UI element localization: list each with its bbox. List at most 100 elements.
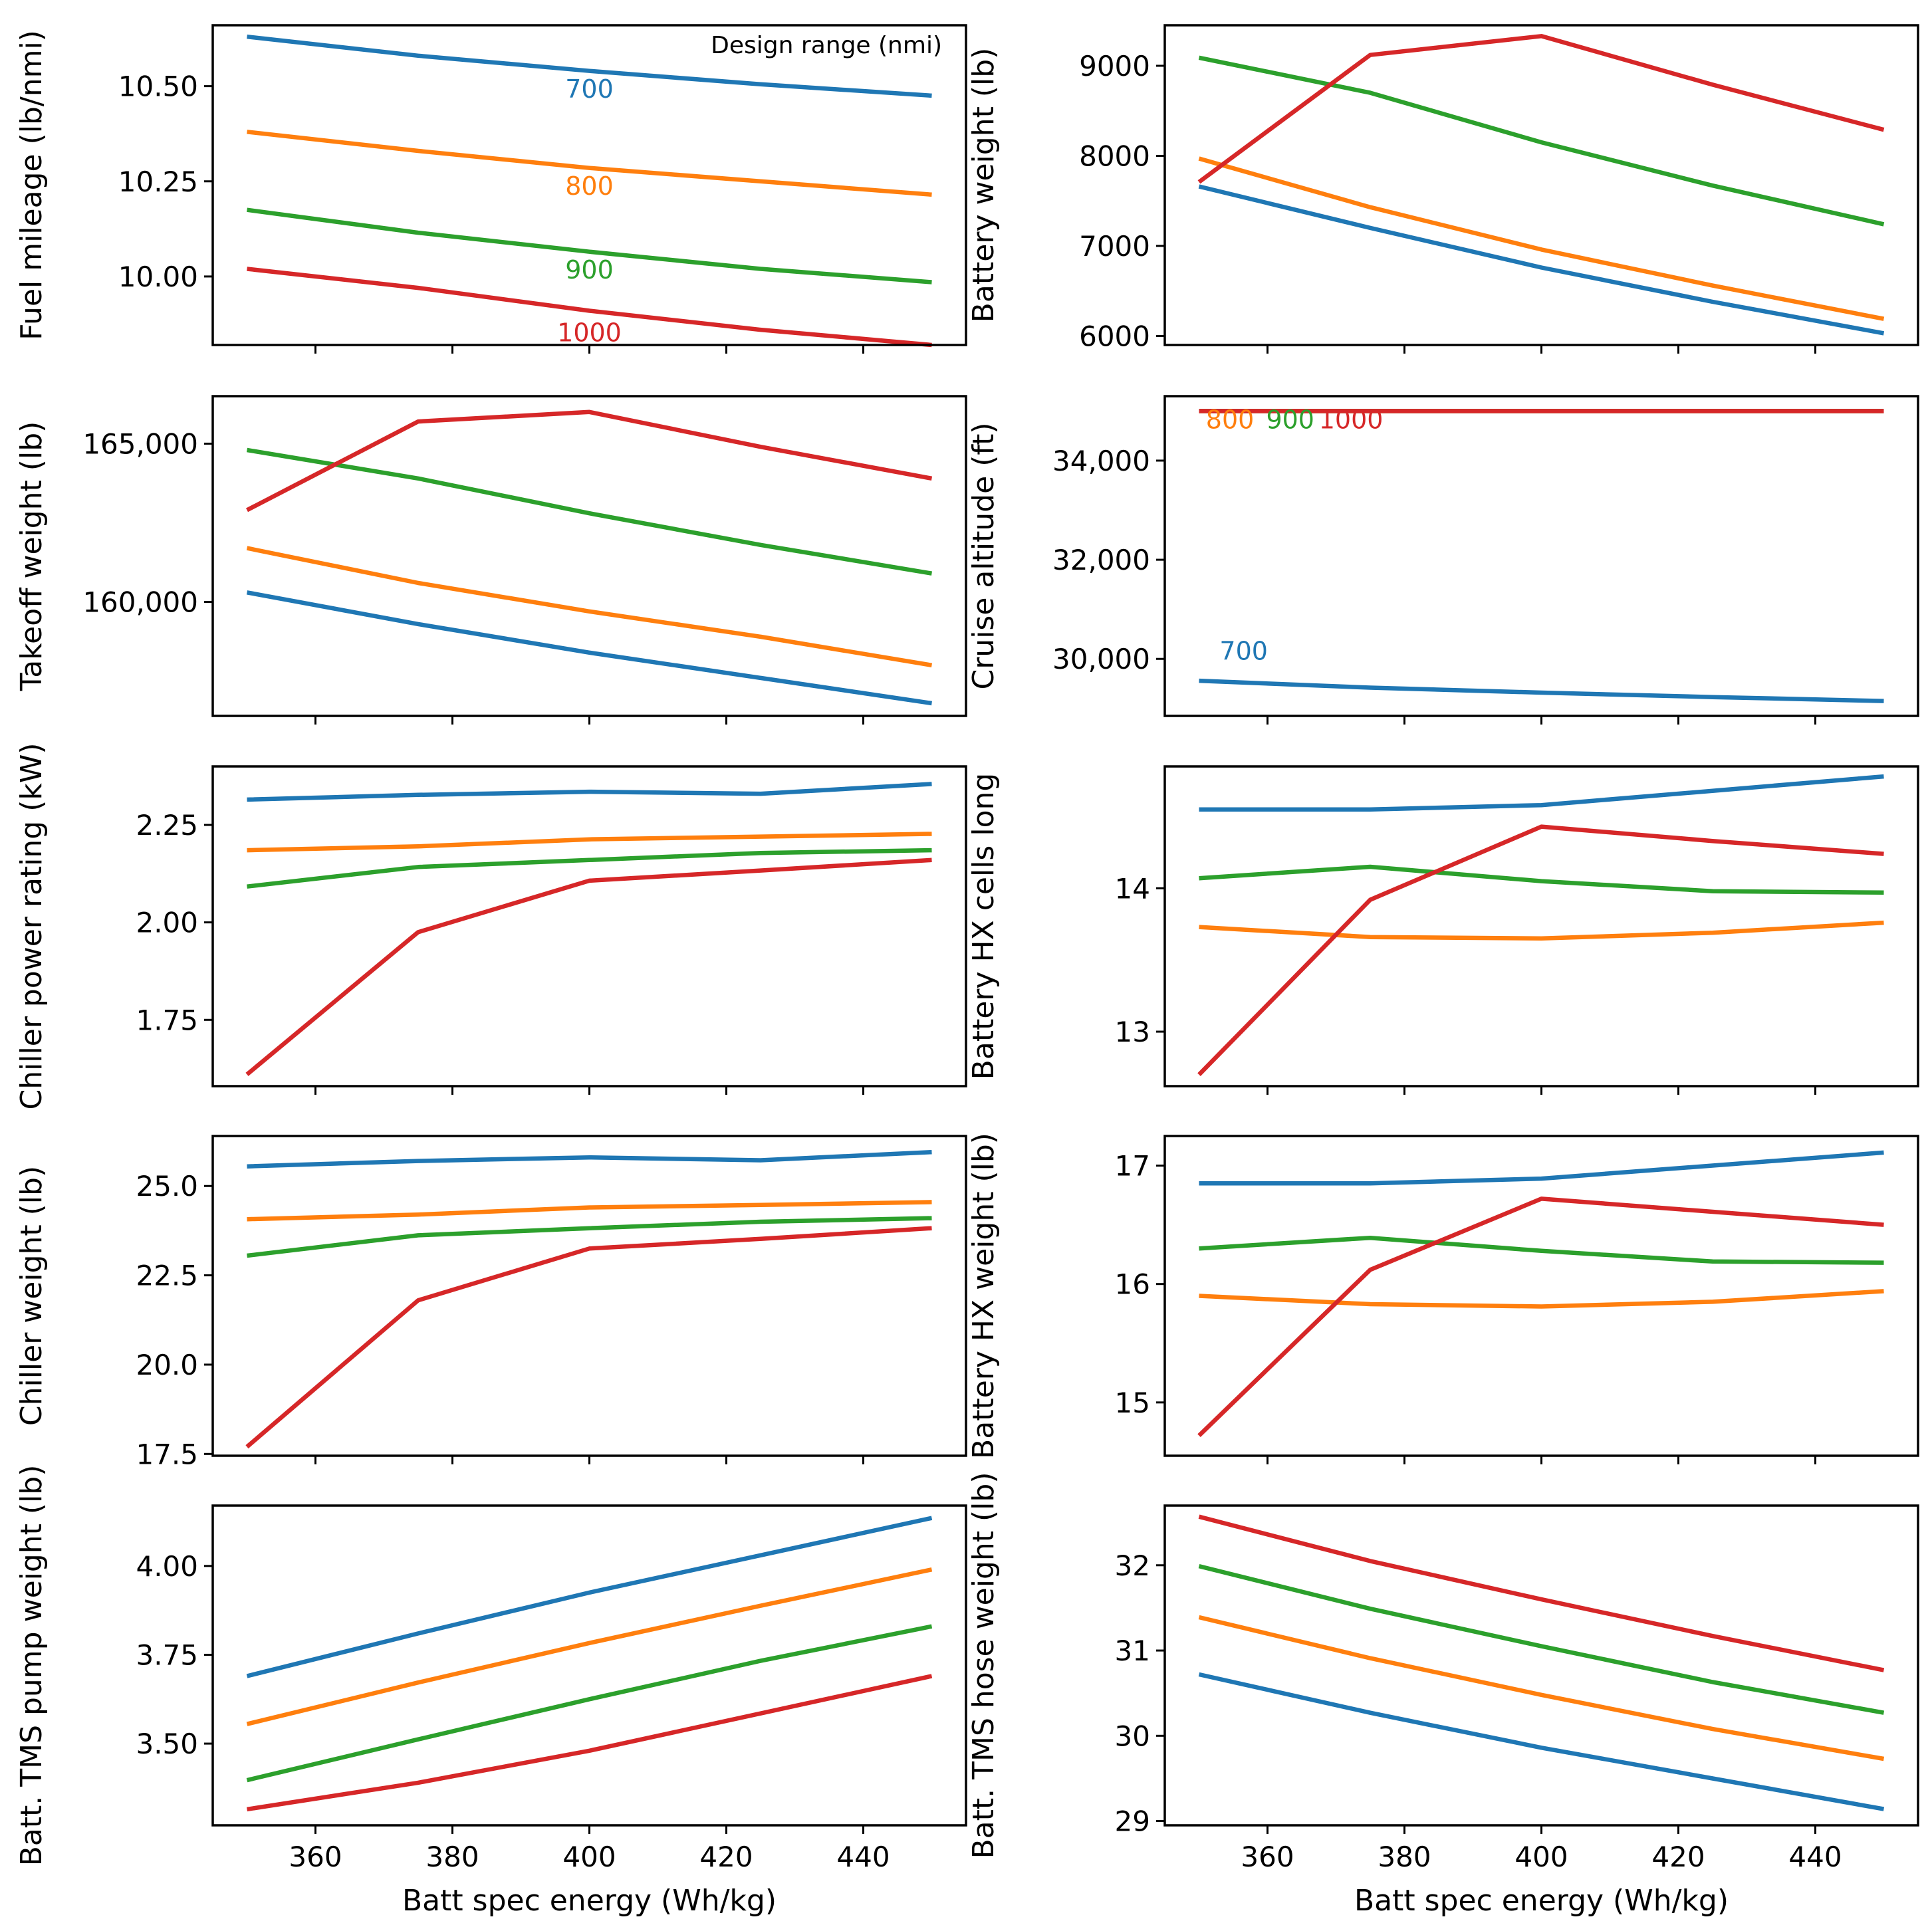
series-line-800 bbox=[247, 1200, 932, 1222]
y-tick-label: 32 bbox=[1115, 1549, 1150, 1582]
y-axis-label: Battery weight (lb) bbox=[967, 48, 1001, 323]
y-tick-label: 16 bbox=[1115, 1268, 1150, 1301]
y-tick-label: 29 bbox=[1115, 1805, 1150, 1838]
y-tick-label: 10.50 bbox=[118, 70, 198, 103]
series-annotation-800: 800 bbox=[565, 171, 614, 201]
panel-batt-tms-hose-weight: 360 380 400 420 440 29 30 31 32 Batt. TMS hose we… bbox=[967, 1472, 1919, 1918]
y-axis-label: Chiller power rating (kW) bbox=[15, 742, 49, 1109]
x-tick-label: 440 bbox=[836, 1841, 890, 1873]
series-line-900 bbox=[247, 848, 932, 889]
y-tick-label: 10.25 bbox=[118, 166, 198, 198]
x-tick-label: 400 bbox=[1514, 1841, 1568, 1873]
y-tick-label: 2.00 bbox=[136, 907, 198, 939]
series-annotation-1000: 1000 bbox=[557, 318, 622, 347]
y-tick-label: 30 bbox=[1115, 1720, 1150, 1752]
series-line-700 bbox=[247, 34, 932, 98]
panel-battery-weight: 6000 7000 8000 9000 Battery weight (lb) bbox=[967, 24, 1919, 354]
series-line-900 bbox=[1199, 864, 1884, 895]
y-tick-label: 14 bbox=[1115, 872, 1150, 905]
y-tick-label: 6000 bbox=[1079, 320, 1150, 352]
panel-chiller-weight: 17.5 20.0 22.5 25.0 Chiller weight (lb) bbox=[15, 1135, 967, 1470]
series-line-900 bbox=[246, 447, 933, 576]
series-annotation-700: 700 bbox=[1219, 637, 1268, 666]
series-line-1000 bbox=[247, 1674, 933, 1812]
series-line-800 bbox=[1199, 920, 1884, 941]
series-line-800 bbox=[247, 832, 932, 853]
series-line-800 bbox=[1198, 1615, 1885, 1761]
x-tick-label: 420 bbox=[699, 1841, 753, 1873]
y-tick-label: 31 bbox=[1115, 1635, 1150, 1667]
y-tick-label: 165,000 bbox=[82, 427, 198, 460]
y-axis-label: Cruise altitude (ft) bbox=[967, 423, 1001, 690]
x-axis-label: Batt spec energy (Wh/kg) bbox=[1354, 1884, 1729, 1918]
x-tick-label: 360 bbox=[1241, 1841, 1294, 1873]
series-line-800 bbox=[1198, 156, 1885, 321]
series-line-900 bbox=[1198, 1563, 1885, 1715]
series-line-700 bbox=[247, 1149, 932, 1169]
y-tick-label: 20.0 bbox=[136, 1349, 198, 1381]
y-tick-label: 160,000 bbox=[82, 586, 198, 619]
y-tick-label: 17 bbox=[1115, 1150, 1150, 1183]
series-line-700 bbox=[246, 590, 932, 706]
y-tick-label: 30,000 bbox=[1052, 643, 1150, 675]
y-tick-label: 10.00 bbox=[118, 261, 198, 293]
series-line-800 bbox=[246, 1567, 933, 1726]
series-annotation-900: 900 bbox=[565, 255, 614, 284]
y-tick-label: 7000 bbox=[1079, 230, 1150, 263]
series-line-900 bbox=[1198, 55, 1885, 227]
panel-battery-hx-cells-long: 13 14 Battery HX cells long bbox=[967, 765, 1919, 1095]
series-line-700 bbox=[1199, 678, 1884, 703]
y-axis-label: Battery HX weight (lb) bbox=[967, 1133, 1001, 1459]
series-annotation-1000: 1000 bbox=[1319, 405, 1384, 434]
y-axis-label: Batt. TMS pump weight (lb) bbox=[15, 1465, 49, 1867]
y-tick-label: 17.5 bbox=[136, 1438, 198, 1470]
series-line-700 bbox=[1198, 1672, 1885, 1811]
panel-battery-hx-weight: 15 16 17 Battery HX weight (lb) bbox=[967, 1133, 1919, 1464]
x-tick-label: 380 bbox=[425, 1841, 479, 1873]
y-tick-label: 3.50 bbox=[136, 1728, 198, 1760]
x-axis-label: Batt spec energy (Wh/kg) bbox=[402, 1884, 777, 1918]
x-tick-label: 420 bbox=[1651, 1841, 1705, 1873]
y-tick-label: 13 bbox=[1115, 1016, 1150, 1048]
panel-batt-tms-pump-weight: 360 380 400 420 440 3.50 3.75 4.00 Batt. TMS pum… bbox=[15, 1465, 967, 1918]
panel-chiller-power-rating: 1.75 2.00 2.25 Chiller power rating (kW) bbox=[15, 742, 967, 1110]
y-tick-label: 4.00 bbox=[136, 1550, 198, 1583]
series-line-1000 bbox=[245, 1226, 932, 1449]
series-line-900 bbox=[247, 207, 932, 284]
y-tick-label: 15 bbox=[1115, 1387, 1150, 1419]
series-annotation-700: 700 bbox=[565, 74, 614, 104]
series-line-700 bbox=[247, 782, 932, 802]
panel-fuel-mileage: 10.00 10.25 10.50 Fuel mileage (lb/nmi) 700 8… bbox=[15, 24, 967, 354]
series-line-1000 bbox=[246, 409, 933, 512]
y-tick-label: 1.75 bbox=[136, 1004, 198, 1036]
y-axis-label: Takeoff weight (lb) bbox=[15, 421, 49, 692]
series-line-1000 bbox=[247, 267, 932, 348]
series-line-900 bbox=[246, 1624, 933, 1783]
series-line-800 bbox=[247, 130, 932, 197]
y-tick-label: 9000 bbox=[1079, 50, 1150, 82]
y-axis-label: Chiller weight (lb) bbox=[15, 1166, 49, 1426]
series-line-700 bbox=[246, 1516, 933, 1678]
y-axis-label: Battery HX cells long bbox=[967, 773, 1001, 1080]
series-line-800 bbox=[1199, 1289, 1884, 1309]
series-line-900 bbox=[247, 1216, 932, 1258]
series-line-700 bbox=[1199, 774, 1884, 812]
panel-takeoff-weight: 160,000 165,000 Takeoff weight (lb) bbox=[15, 395, 967, 725]
y-tick-label: 25.0 bbox=[136, 1170, 198, 1202]
y-tick-label: 32,000 bbox=[1052, 544, 1150, 576]
series-line-700 bbox=[1199, 1150, 1884, 1186]
series-line-1000 bbox=[1197, 1196, 1884, 1438]
x-tick-label: 440 bbox=[1788, 1841, 1842, 1873]
x-tick-label: 380 bbox=[1378, 1841, 1431, 1873]
x-tick-label: 360 bbox=[289, 1841, 342, 1873]
y-tick-label: 22.5 bbox=[136, 1260, 198, 1292]
series-line-700 bbox=[1198, 184, 1885, 336]
series-line-800 bbox=[246, 546, 933, 668]
x-tick-label: 400 bbox=[562, 1841, 616, 1873]
series-line-1000 bbox=[1198, 1514, 1885, 1672]
series-annotation-800: 800 bbox=[1206, 405, 1255, 434]
series-annotation-900: 900 bbox=[1266, 405, 1314, 434]
y-tick-label: 8000 bbox=[1079, 140, 1150, 172]
y-tick-label: 2.25 bbox=[136, 809, 198, 842]
